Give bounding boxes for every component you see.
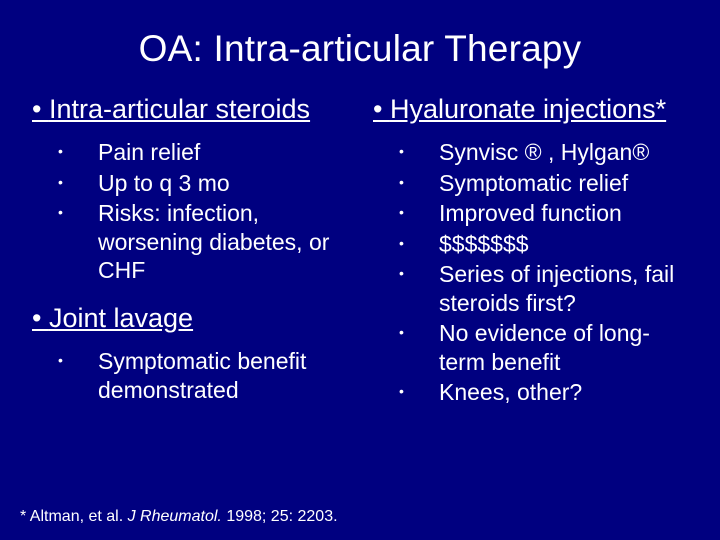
list-item: Risks: infection, worsening diabetes, or… bbox=[84, 199, 351, 285]
list-item: Symptomatic benefit demonstrated bbox=[84, 347, 351, 404]
columns: Intra-articular steroids Pain relief Up … bbox=[28, 94, 692, 425]
list-item: Series of injections, fail steroids firs… bbox=[425, 260, 692, 317]
heading-lavage: Joint lavage bbox=[28, 303, 351, 333]
list-steroids: Pain relief Up to q 3 mo Risks: infectio… bbox=[28, 138, 351, 285]
list-lavage: Symptomatic benefit demonstrated bbox=[28, 347, 351, 404]
footnote-prefix: * Altman, et al. bbox=[20, 508, 128, 525]
footnote-journal: J Rheumatol. bbox=[128, 508, 222, 525]
footnote: * Altman, et al. J Rheumatol. 1998; 25: … bbox=[20, 508, 338, 526]
list-item: Knees, other? bbox=[425, 378, 692, 407]
list-item: Symptomatic relief bbox=[425, 169, 692, 198]
list-item: Improved function bbox=[425, 199, 692, 228]
right-column: Hyaluronate injections* Synvisc ® , Hylg… bbox=[369, 94, 692, 425]
list-hyaluronate: Synvisc ® , Hylgan® Symptomatic relief I… bbox=[369, 138, 692, 407]
list-item: Synvisc ® , Hylgan® bbox=[425, 138, 692, 167]
list-item: $$$$$$$ bbox=[425, 230, 692, 259]
list-item: No evidence of long-term benefit bbox=[425, 319, 692, 376]
list-item: Up to q 3 mo bbox=[84, 169, 351, 198]
slide: OA: Intra-articular Therapy Intra-articu… bbox=[0, 0, 720, 540]
heading-steroids: Intra-articular steroids bbox=[28, 94, 351, 124]
heading-hyaluronate: Hyaluronate injections* bbox=[369, 94, 692, 124]
list-item: Pain relief bbox=[84, 138, 351, 167]
footnote-suffix: 1998; 25: 2203. bbox=[222, 508, 338, 525]
left-column: Intra-articular steroids Pain relief Up … bbox=[28, 94, 351, 425]
slide-title: OA: Intra-articular Therapy bbox=[28, 28, 692, 70]
